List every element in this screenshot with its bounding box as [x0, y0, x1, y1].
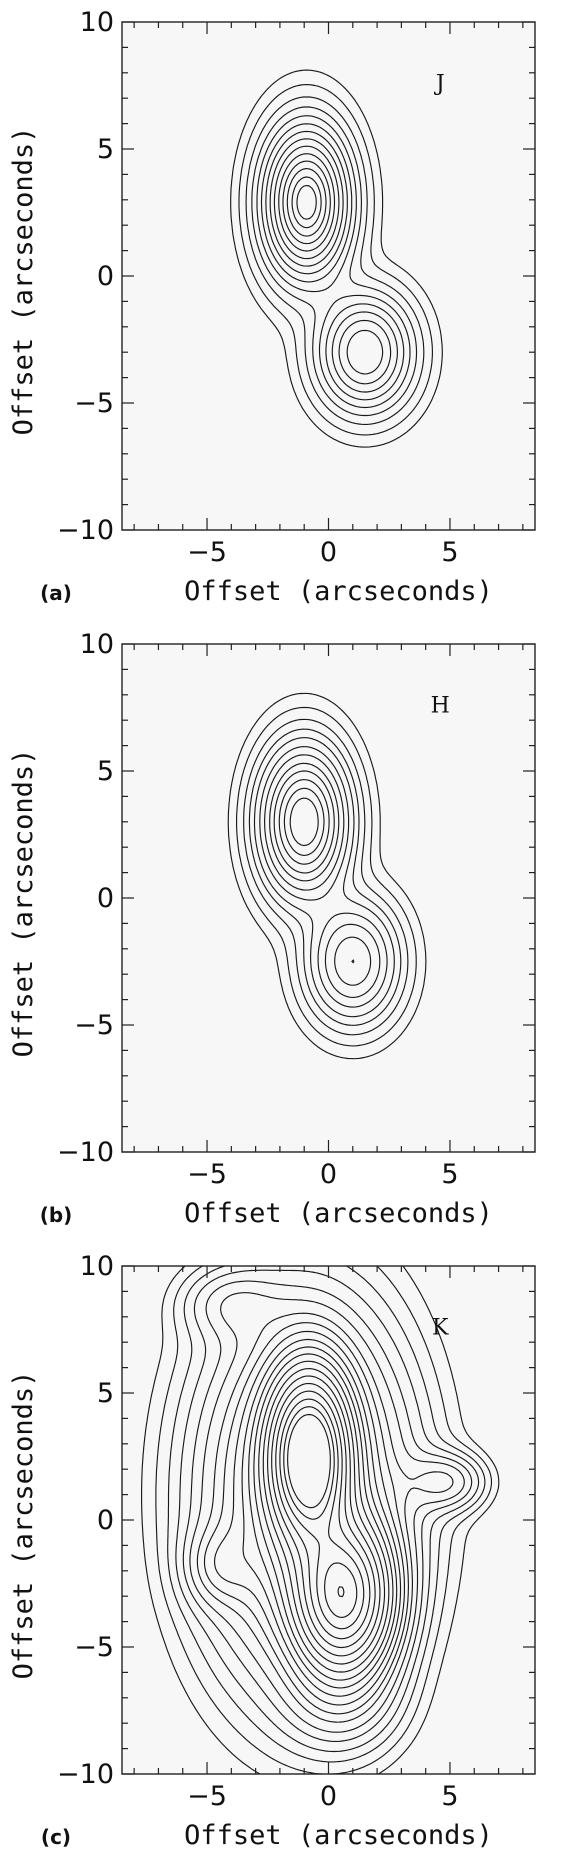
- ticks-a: [122, 21, 535, 531]
- x-tick-label-b: −5: [187, 1159, 227, 1190]
- contour-chart-c: −5 0 5 −10 −5 0 5 10 Offset (arcseconds) Offset (…: [8, 1251, 536, 1851]
- y-tick-label-c: 5: [97, 1378, 114, 1409]
- band-label-a: J: [434, 72, 445, 97]
- y-tick-label-b: 10: [80, 629, 114, 660]
- contour-lines-c: [141, 1265, 500, 1775]
- contour-lines-b: [227, 692, 427, 1060]
- x-tick-label-a: −5: [187, 537, 227, 568]
- contour-level-a-8: [273, 145, 384, 375]
- contour-level-c-7: [203, 1322, 409, 1715]
- contour-level-c-18: [283, 1406, 358, 1618]
- y-tick-label-c: 0: [97, 1505, 114, 1536]
- contour-level-a-9: [278, 153, 336, 252]
- y-tick-label-a: −10: [57, 515, 114, 546]
- contour-level-c-13: [262, 1368, 386, 1665]
- x-tick-label-b: 5: [441, 1159, 458, 1190]
- contour-level-b-7: [269, 762, 372, 986]
- y-axis-title-b: Offset (arcseconds): [8, 749, 39, 1058]
- contour-level-a-12: [291, 176, 322, 229]
- contour-level-c-16: [275, 1390, 371, 1640]
- y-tick-label-a: 5: [97, 134, 114, 165]
- contour-level-b-9: [278, 779, 330, 865]
- contour-level-b-4: [253, 737, 395, 1018]
- contour-level-a-2: [245, 96, 425, 425]
- contour-level-c-19: [287, 1413, 345, 1598]
- y-tick-label-a: 10: [80, 7, 114, 38]
- x-tick-label-c: −5: [187, 1781, 227, 1812]
- contour-level-b-3: [248, 728, 402, 1026]
- contour-level-c-2: [167, 1265, 486, 1763]
- contour-level-b-5: [259, 746, 388, 1008]
- ticks-b: [122, 643, 535, 1153]
- y-axis-title-c: Offset (arcseconds): [8, 1371, 39, 1680]
- y-tick-label-c: 10: [80, 1251, 114, 1282]
- plot-area-c: [122, 1266, 535, 1774]
- x-tick-label-b: 0: [320, 1159, 337, 1190]
- contour-level-c-11: [253, 1353, 394, 1681]
- contour-level-a-3: [251, 106, 418, 417]
- contour-level-c-12: [258, 1360, 390, 1673]
- y-tick-label-b: 0: [97, 883, 114, 914]
- y-tick-label-c: −5: [74, 1632, 114, 1663]
- contour-level-c-10: [248, 1346, 398, 1689]
- contour-level-a-13: [296, 184, 317, 220]
- contour-level-a-0: [230, 69, 443, 448]
- contour-level-b-0: [227, 692, 427, 1060]
- y-tick-label-a: 0: [97, 261, 114, 292]
- x-tick-label-a: 0: [320, 537, 337, 568]
- y-tick-label-b: −10: [57, 1137, 114, 1168]
- plot-area-b: [122, 644, 535, 1152]
- contour-level-a-7: [269, 138, 392, 385]
- contour-level-c-17: [279, 1398, 365, 1630]
- contour-lines-a: [230, 69, 443, 448]
- contour-level-a-5: [260, 123, 405, 401]
- y-tick-label-a: −5: [74, 388, 114, 419]
- contour-level-c-6: [196, 1312, 454, 1723]
- x-axis-title-c: Offset (arcseconds): [184, 1820, 493, 1851]
- contour-level-b-10: [283, 787, 325, 856]
- contour-level-b-8: [273, 770, 355, 964]
- y-tick-label-b: −5: [74, 1010, 114, 1041]
- contour-panel-b: −5 0 5 −10 −5 0 5 10 Offset (arcseconds) Offset (…: [0, 622, 570, 1242]
- contour-level-c-4: [182, 1280, 473, 1742]
- contour-level-a-11: [286, 168, 327, 237]
- y-axis-title-a: Offset (arcseconds): [8, 127, 39, 436]
- contour-panel-a: −5 0 5 −10 −5 0 5 10 Offset (arcseconds) Offset (…: [0, 0, 570, 620]
- contour-level-b-6: [264, 754, 381, 998]
- y-tick-label-c: −10: [57, 1759, 114, 1790]
- x-tick-label-c: 5: [441, 1781, 458, 1812]
- panel-label-a: (a): [40, 581, 72, 605]
- contour-level-c-1: [155, 1265, 493, 1775]
- contour-level-c-9: [241, 1338, 402, 1697]
- contour-level-b-1: [236, 706, 417, 1047]
- contour-panel-c: −5 0 5 −10 −5 0 5 10 Offset (arcseconds) Offset (…: [0, 1244, 570, 1864]
- band-label-c: K: [432, 1316, 449, 1341]
- panel-label-b: (b): [40, 1203, 73, 1227]
- contour-chart-a: −5 0 5 −10 −5 0 5 10 Offset (arcseconds) Offset (…: [8, 7, 536, 607]
- contour-level-a-1: [238, 84, 433, 436]
- contour-level-a-10: [282, 160, 331, 245]
- contour-chart-b: −5 0 5 −10 −5 0 5 10 Offset (arcseconds) Offset (…: [8, 629, 536, 1229]
- contour-level-c-3: [175, 1269, 480, 1753]
- x-tick-label-c: 0: [320, 1781, 337, 1812]
- plot-area-a: [122, 22, 535, 530]
- contour-level-c-5: [189, 1292, 465, 1733]
- contour-level-c-14: [267, 1375, 381, 1657]
- band-label-b: H: [431, 694, 450, 719]
- contour-level-c-8: [214, 1330, 405, 1706]
- contour-level-a-4: [256, 115, 411, 409]
- contour-level-b-2: [243, 718, 409, 1036]
- x-axis-title-a: Offset (arcseconds): [184, 576, 493, 607]
- y-tick-label-b: 5: [97, 756, 114, 787]
- contour-level-a-6: [265, 130, 398, 393]
- panel-label-c: (c): [41, 1825, 71, 1849]
- ticks-c: [122, 1265, 535, 1775]
- x-tick-label-a: 5: [441, 537, 458, 568]
- contour-level-c-15: [271, 1382, 376, 1649]
- contour-level-b-11: [289, 797, 319, 847]
- x-axis-title-b: Offset (arcseconds): [184, 1198, 493, 1229]
